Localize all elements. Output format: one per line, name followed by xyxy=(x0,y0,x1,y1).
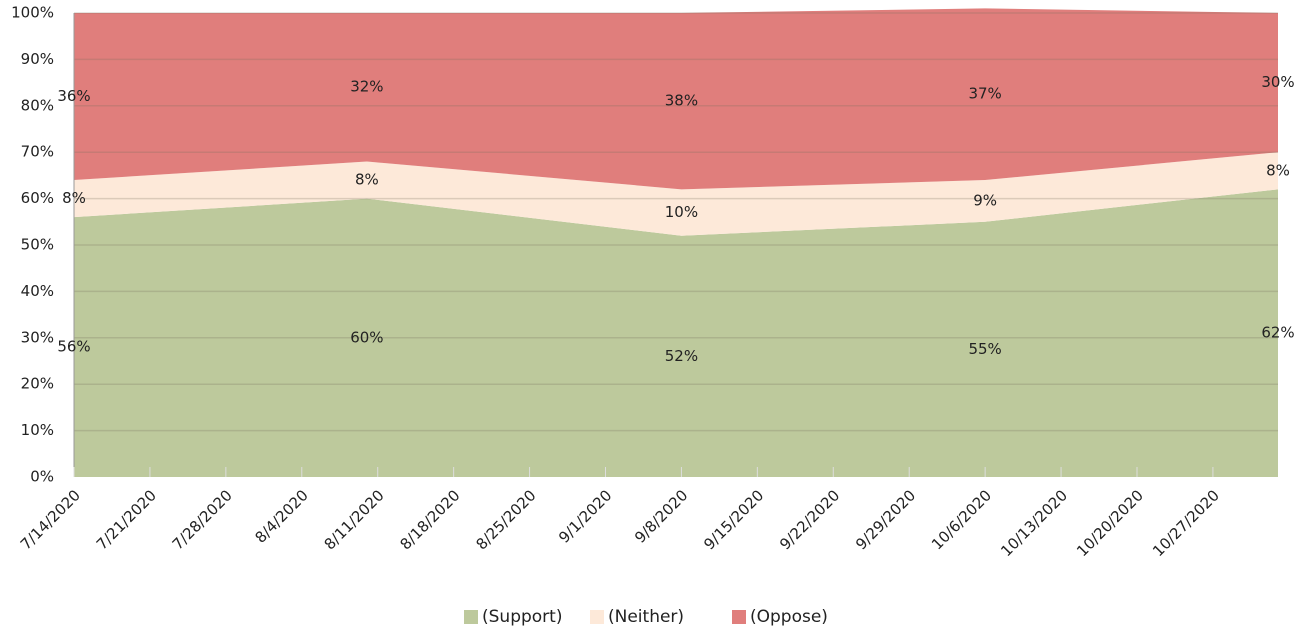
legend-label: (Oppose) xyxy=(750,607,828,627)
x-tick-label: 7/28/2020 xyxy=(169,486,236,553)
legend-swatch xyxy=(464,610,478,624)
y-tick-label: 0% xyxy=(30,468,54,486)
x-tick-label: 8/4/2020 xyxy=(251,486,311,546)
y-tick-label: 10% xyxy=(21,421,54,439)
x-tick-label: 9/22/2020 xyxy=(776,486,843,553)
data-label: 55% xyxy=(968,340,1001,358)
x-tick-label: 10/27/2020 xyxy=(1149,486,1223,560)
data-label: 38% xyxy=(665,92,698,110)
y-tick-label: 80% xyxy=(21,96,54,114)
legend-label: (Neither) xyxy=(608,607,684,627)
x-tick-label: 10/20/2020 xyxy=(1073,486,1147,560)
y-tick-label: 40% xyxy=(21,282,54,300)
data-label: 8% xyxy=(62,189,86,207)
data-label: 62% xyxy=(1261,324,1294,342)
y-tick-label: 70% xyxy=(21,143,54,161)
y-tick-label: 100% xyxy=(11,4,54,22)
area xyxy=(74,8,1278,190)
area xyxy=(74,189,1278,477)
data-label: 37% xyxy=(968,85,1001,103)
x-tick-label: 8/18/2020 xyxy=(397,486,464,553)
legend-swatch xyxy=(590,610,604,624)
data-label: 60% xyxy=(350,328,383,346)
x-tick-label: 9/15/2020 xyxy=(700,486,767,553)
data-label: 9% xyxy=(973,191,997,209)
x-tick-label: 10/6/2020 xyxy=(928,486,995,553)
x-tick-label: 7/21/2020 xyxy=(93,486,160,553)
data-label: 8% xyxy=(1266,161,1290,179)
data-label: 52% xyxy=(665,347,698,365)
data-label: 36% xyxy=(57,87,90,105)
x-tick-label: 8/11/2020 xyxy=(321,486,388,553)
x-tick-label: 10/13/2020 xyxy=(997,486,1071,560)
data-label: 10% xyxy=(665,203,698,221)
y-tick-label: 50% xyxy=(21,236,54,254)
x-tick-label: 7/14/2020 xyxy=(17,486,84,553)
x-tick-label: 9/1/2020 xyxy=(555,486,615,546)
data-label: 32% xyxy=(350,78,383,96)
x-tick-label: 9/29/2020 xyxy=(852,486,919,553)
data-label: 30% xyxy=(1261,73,1294,91)
legend-swatch xyxy=(732,610,746,624)
y-tick-label: 20% xyxy=(21,375,54,393)
area xyxy=(74,152,1278,236)
x-tick-label: 8/25/2020 xyxy=(472,486,539,553)
data-label: 56% xyxy=(57,338,90,356)
data-label: 8% xyxy=(355,171,379,189)
legend-label: (Support) xyxy=(482,607,562,627)
y-tick-label: 90% xyxy=(21,50,54,68)
x-tick-label: 9/8/2020 xyxy=(631,486,691,546)
y-tick-label: 30% xyxy=(21,328,54,346)
y-tick-label: 60% xyxy=(21,189,54,207)
